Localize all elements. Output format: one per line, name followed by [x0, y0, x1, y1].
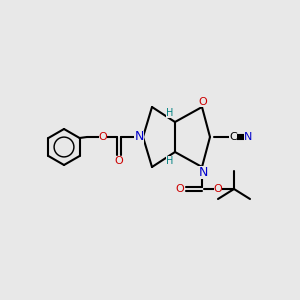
Text: N: N	[134, 130, 144, 143]
Text: H: H	[166, 108, 174, 118]
Text: N: N	[244, 132, 252, 142]
Text: O: O	[176, 184, 184, 194]
Text: N: N	[198, 166, 208, 178]
Text: C: C	[229, 132, 237, 142]
Text: O: O	[99, 132, 107, 142]
Text: O: O	[214, 184, 222, 194]
Text: H: H	[166, 156, 174, 166]
Text: O: O	[199, 97, 207, 107]
Text: O: O	[115, 156, 123, 166]
